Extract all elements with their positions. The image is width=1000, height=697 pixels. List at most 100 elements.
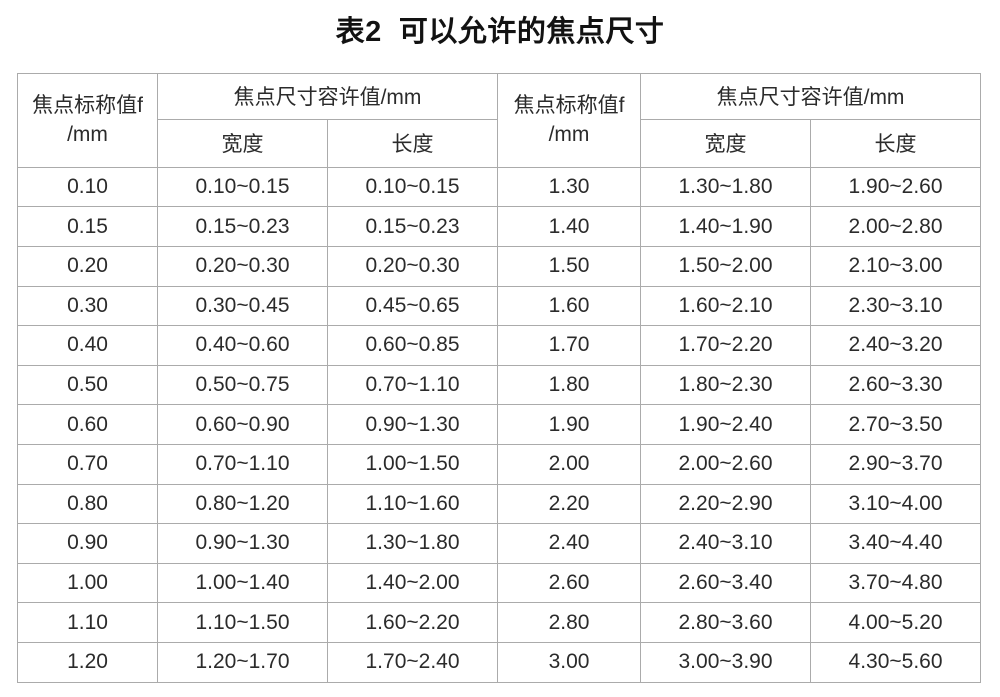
length-range-right: 2.40~3.20 <box>810 325 982 366</box>
nominal-value-left: 0.90 <box>17 523 158 564</box>
nominal-value-right: 1.50 <box>497 245 642 287</box>
length-range-left: 0.20~0.30 <box>326 245 499 287</box>
header-nominal-line2-left: /mm <box>67 123 108 147</box>
length-range-right: 3.10~4.00 <box>810 483 982 525</box>
table-row: 0.50 0.50~0.75 0.70~1.10 1.80 1.80~2.30 2.60~… <box>17 364 982 406</box>
focal-spot-size-table: 焦点标称值f/mm 焦点尺寸容许值/mm 焦点标称值f/mm 焦点尺寸容许值/m… <box>17 72 982 683</box>
width-range-left: 0.70~1.10 <box>157 443 328 485</box>
width-range-left: 0.15~0.23 <box>157 206 328 247</box>
length-range-right: 3.70~4.80 <box>810 562 982 604</box>
length-range-left: 0.45~0.65 <box>326 285 499 327</box>
nominal-value-right: 2.20 <box>497 483 642 525</box>
document-page: 表2 可以允许的焦点尺寸 焦点标称值f/mm 焦点尺寸容许值/mm 焦点标称值f… <box>0 15 1000 697</box>
length-range-left: 0.90~1.30 <box>326 404 499 445</box>
table-body: 0.10 0.10~0.15 0.10~0.15 1.30 1.30~1.80 1.90~… <box>17 166 982 683</box>
width-range-right: 1.70~2.20 <box>640 325 812 366</box>
width-range-left: 0.20~0.30 <box>157 245 328 287</box>
width-range-right: 1.40~1.90 <box>640 206 812 247</box>
length-range-left: 1.10~1.60 <box>326 483 499 525</box>
header-nominal-line2-right: /mm <box>548 123 590 147</box>
nominal-value-right: 2.40 <box>497 523 642 564</box>
nominal-value-left: 0.20 <box>17 245 158 287</box>
nominal-value-left: 0.70 <box>17 443 158 485</box>
length-range-right: 2.10~3.00 <box>810 245 982 287</box>
table-row: 0.15 0.15~0.23 0.15~0.23 1.40 1.40~1.90 2.00~… <box>17 206 982 247</box>
length-range-right: 1.90~2.60 <box>810 166 982 208</box>
length-range-left: 1.70~2.40 <box>326 641 499 683</box>
nominal-value-left: 1.00 <box>17 562 158 604</box>
header-nominal-line1-right: 焦点标称值f <box>513 93 625 117</box>
table-row: 0.20 0.20~0.30 0.20~0.30 1.50 1.50~2.00 2.10~… <box>17 245 982 287</box>
table-row: 0.80 0.80~1.20 1.10~1.60 2.20 2.20~2.90 3.10~… <box>17 483 982 525</box>
nominal-value-right: 1.90 <box>497 404 642 445</box>
width-range-right: 1.90~2.40 <box>640 404 812 445</box>
width-range-right: 2.40~3.10 <box>640 523 812 564</box>
width-range-right: 1.50~2.00 <box>640 245 812 287</box>
nominal-value-right: 3.00 <box>497 641 642 683</box>
nominal-value-left: 0.30 <box>17 285 158 327</box>
nominal-value-left: 1.20 <box>17 641 158 683</box>
header-width-left: 宽度 <box>157 118 328 168</box>
nominal-value-right: 1.70 <box>497 325 642 366</box>
length-range-right: 2.30~3.10 <box>810 285 982 327</box>
width-range-right: 1.80~2.30 <box>640 364 812 406</box>
length-range-left: 0.10~0.15 <box>326 166 499 208</box>
width-range-right: 2.80~3.60 <box>640 602 812 643</box>
length-range-right: 2.60~3.30 <box>810 364 982 406</box>
width-range-right: 2.60~3.40 <box>640 562 812 604</box>
width-range-right: 2.00~2.60 <box>640 443 812 485</box>
table-row: 1.20 1.20~1.70 1.70~2.40 3.00 3.00~3.90 4.30~… <box>17 641 982 683</box>
width-range-left: 0.10~0.15 <box>157 166 328 208</box>
nominal-value-right: 1.40 <box>497 206 642 247</box>
nominal-value-left: 1.10 <box>17 602 158 643</box>
header-tolerance-group-right: 焦点尺寸容许值/mm <box>640 72 982 120</box>
nominal-value-right: 1.80 <box>497 364 642 406</box>
header-width-right: 宽度 <box>640 118 812 168</box>
table-header: 焦点标称值f/mm 焦点尺寸容许值/mm 焦点标称值f/mm 焦点尺寸容许值/m… <box>17 72 982 168</box>
width-range-left: 1.10~1.50 <box>157 602 328 643</box>
header-nominal-line1-left: 焦点标称值f <box>32 93 143 117</box>
length-range-left: 1.40~2.00 <box>326 562 499 604</box>
nominal-value-left: 0.50 <box>17 364 158 406</box>
nominal-value-right: 1.60 <box>497 285 642 327</box>
width-range-right: 1.30~1.80 <box>640 166 812 208</box>
width-range-left: 0.90~1.30 <box>157 523 328 564</box>
width-range-left: 0.30~0.45 <box>157 285 328 327</box>
nominal-value-right: 2.80 <box>497 602 642 643</box>
width-range-left: 1.00~1.40 <box>157 562 328 604</box>
table-title: 表2 可以允许的焦点尺寸 <box>335 16 665 48</box>
length-range-left: 0.70~1.10 <box>326 364 499 406</box>
width-range-right: 3.00~3.90 <box>640 641 812 683</box>
table-row: 0.90 0.90~1.30 1.30~1.80 2.40 2.40~3.10 3.40~… <box>17 523 982 564</box>
nominal-value-left: 0.15 <box>17 206 158 247</box>
length-range-left: 1.00~1.50 <box>326 443 499 485</box>
nominal-value-right: 2.00 <box>497 443 642 485</box>
header-nominal-value-left: 焦点标称值f/mm <box>17 72 158 168</box>
header-nominal-value-right: 焦点标称值f/mm <box>497 72 642 168</box>
length-range-right: 3.40~4.40 <box>810 523 982 564</box>
length-range-right: 4.00~5.20 <box>810 602 982 643</box>
table-row: 0.40 0.40~0.60 0.60~0.85 1.70 1.70~2.20 2.40~… <box>17 325 982 366</box>
header-row-top: 焦点标称值f/mm 焦点尺寸容许值/mm 焦点标称值f/mm 焦点尺寸容许值/m… <box>17 72 982 168</box>
table-row: 0.70 0.70~1.10 1.00~1.50 2.00 2.00~2.60 2.90~… <box>17 443 982 485</box>
length-range-right: 2.00~2.80 <box>810 206 982 247</box>
nominal-value-left: 0.10 <box>17 166 158 208</box>
table-row: 0.30 0.30~0.45 0.45~0.65 1.60 1.60~2.10 2.30~… <box>17 285 982 327</box>
width-range-left: 0.60~0.90 <box>157 404 328 445</box>
table-row: 1.10 1.10~1.50 1.60~2.20 2.80 2.80~3.60 4.00~… <box>17 602 982 643</box>
nominal-value-right: 1.30 <box>497 166 642 208</box>
width-range-left: 0.80~1.20 <box>157 483 328 525</box>
nominal-value-left: 0.60 <box>17 404 158 445</box>
length-range-left: 0.15~0.23 <box>326 206 499 247</box>
length-range-right: 2.90~3.70 <box>810 443 982 485</box>
length-range-left: 1.30~1.80 <box>326 523 499 564</box>
table-row: 0.60 0.60~0.90 0.90~1.30 1.90 1.90~2.40 2.70~… <box>17 404 982 445</box>
length-range-left: 0.60~0.85 <box>326 325 499 366</box>
width-range-right: 1.60~2.10 <box>640 285 812 327</box>
length-range-right: 4.30~5.60 <box>810 641 982 683</box>
length-range-right: 2.70~3.50 <box>810 404 982 445</box>
width-range-left: 0.50~0.75 <box>157 364 328 406</box>
nominal-value-left: 0.40 <box>17 325 158 366</box>
width-range-left: 1.20~1.70 <box>157 641 328 683</box>
table-row: 0.10 0.10~0.15 0.10~0.15 1.30 1.30~1.80 1.90~… <box>17 166 982 208</box>
